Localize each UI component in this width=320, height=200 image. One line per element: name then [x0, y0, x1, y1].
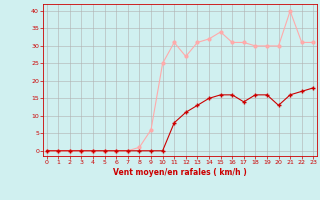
X-axis label: Vent moyen/en rafales ( km/h ): Vent moyen/en rafales ( km/h ) — [113, 168, 247, 177]
